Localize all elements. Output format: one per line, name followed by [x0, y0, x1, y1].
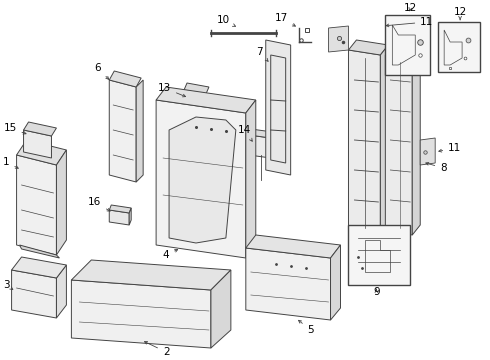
Polygon shape [211, 270, 231, 348]
Polygon shape [348, 40, 389, 55]
Polygon shape [129, 208, 131, 225]
Text: 1: 1 [3, 157, 18, 168]
Polygon shape [328, 26, 348, 52]
Text: 6: 6 [95, 63, 109, 79]
Text: 15: 15 [3, 123, 26, 134]
Polygon shape [348, 225, 410, 285]
Polygon shape [20, 245, 59, 258]
Polygon shape [380, 45, 389, 235]
Polygon shape [156, 100, 246, 258]
Polygon shape [438, 22, 480, 72]
Polygon shape [385, 15, 430, 75]
Text: 10: 10 [216, 15, 236, 26]
Text: 3: 3 [3, 280, 13, 290]
Polygon shape [109, 205, 131, 213]
Polygon shape [385, 45, 420, 60]
Polygon shape [72, 260, 231, 290]
Polygon shape [109, 80, 136, 182]
Text: 14: 14 [238, 125, 252, 141]
Polygon shape [266, 40, 291, 175]
Polygon shape [12, 257, 67, 278]
Text: 12: 12 [404, 3, 417, 13]
Text: 12: 12 [453, 7, 466, 20]
Polygon shape [246, 235, 341, 258]
Polygon shape [12, 270, 56, 318]
Polygon shape [56, 265, 67, 318]
Polygon shape [331, 245, 341, 320]
Polygon shape [72, 280, 211, 348]
Text: 11: 11 [386, 17, 434, 27]
Polygon shape [348, 50, 380, 235]
Polygon shape [385, 55, 412, 235]
Polygon shape [420, 138, 435, 165]
Polygon shape [24, 130, 51, 158]
Polygon shape [249, 135, 271, 158]
Text: 13: 13 [158, 83, 186, 97]
Text: 7: 7 [256, 47, 268, 61]
Polygon shape [249, 129, 273, 138]
Text: 5: 5 [298, 320, 314, 335]
Polygon shape [136, 80, 143, 182]
Polygon shape [169, 117, 236, 243]
Polygon shape [56, 150, 67, 255]
Polygon shape [246, 248, 331, 320]
Polygon shape [184, 90, 206, 116]
Text: 4: 4 [163, 249, 178, 260]
Polygon shape [109, 71, 141, 87]
Polygon shape [184, 83, 209, 94]
Text: 11: 11 [439, 143, 462, 153]
Text: 2: 2 [145, 342, 170, 357]
Text: 9: 9 [373, 287, 380, 297]
Polygon shape [17, 155, 56, 255]
Text: 8: 8 [426, 162, 447, 173]
Polygon shape [246, 100, 256, 258]
Polygon shape [412, 50, 420, 235]
Text: 16: 16 [88, 197, 110, 211]
Polygon shape [109, 210, 129, 225]
Polygon shape [156, 87, 256, 113]
Text: 17: 17 [274, 13, 295, 26]
Polygon shape [24, 122, 56, 136]
Polygon shape [17, 140, 67, 165]
